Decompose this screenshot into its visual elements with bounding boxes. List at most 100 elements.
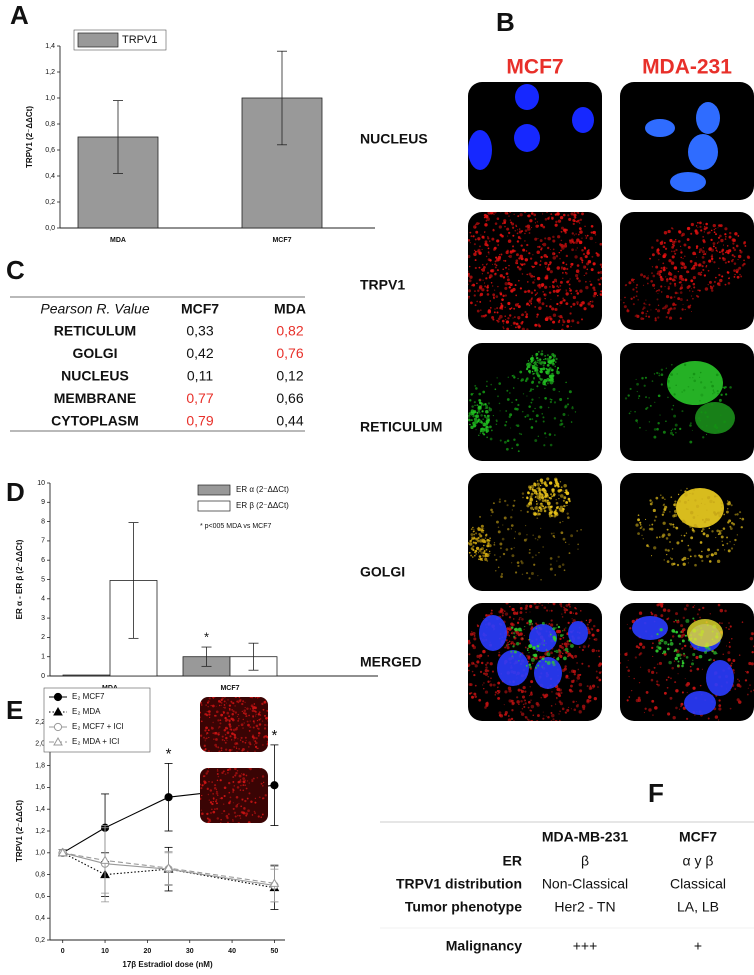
speckle <box>670 296 673 299</box>
speckle <box>708 554 709 555</box>
speckle <box>481 558 483 560</box>
speckle <box>556 499 557 500</box>
speckle <box>673 526 675 528</box>
speckle <box>648 275 649 276</box>
speckle <box>600 263 602 265</box>
speckle <box>572 303 575 306</box>
speckle <box>498 256 501 259</box>
speckle <box>491 610 493 612</box>
speckle <box>526 622 529 625</box>
speckle <box>211 803 213 805</box>
row-label: Tumor phenotype <box>405 899 522 915</box>
speckle <box>684 645 686 647</box>
table-cell: + <box>694 938 702 954</box>
speckle <box>511 448 513 450</box>
speckle <box>511 608 514 611</box>
speckle <box>555 627 556 628</box>
speckle <box>538 301 541 304</box>
speckle <box>477 310 480 313</box>
speckle <box>645 408 647 410</box>
speckle <box>241 811 243 813</box>
speckle <box>635 523 638 526</box>
speckle <box>520 287 522 289</box>
speckle <box>725 407 727 409</box>
speckle <box>234 734 236 736</box>
speckle <box>538 552 539 553</box>
speckle <box>637 422 638 423</box>
speckle <box>719 511 722 514</box>
speckle <box>213 698 214 699</box>
speckle <box>657 309 660 312</box>
speckle <box>544 355 546 357</box>
speckle <box>539 264 541 266</box>
speckle <box>511 528 512 529</box>
speckle <box>538 286 541 289</box>
speckle <box>555 650 558 653</box>
speckle <box>728 622 729 623</box>
speckle <box>551 353 554 356</box>
table-cell: 0,77 <box>186 390 213 406</box>
speckle <box>234 774 236 776</box>
speckle <box>204 729 206 731</box>
speckle <box>474 635 475 636</box>
speckle <box>727 508 729 510</box>
speckle <box>229 708 231 710</box>
speckle <box>589 619 592 622</box>
speckle <box>655 317 657 319</box>
speckle <box>725 238 727 240</box>
speckle <box>671 629 675 633</box>
speckle <box>539 627 540 628</box>
speckle <box>471 419 473 421</box>
speckle <box>677 665 680 668</box>
speckle <box>509 616 511 618</box>
speckle <box>528 252 530 254</box>
speckle <box>734 544 735 545</box>
speckle <box>546 716 547 717</box>
speckle <box>585 272 587 274</box>
speckle <box>724 610 727 613</box>
speckle <box>470 555 472 557</box>
speckle <box>550 213 552 215</box>
speckle <box>636 314 638 316</box>
speckle <box>586 251 589 254</box>
speckle <box>588 260 591 263</box>
speckle <box>702 265 704 267</box>
speckle <box>592 685 595 688</box>
speckle <box>263 782 264 783</box>
speckle <box>579 227 582 230</box>
speckle <box>259 796 261 798</box>
speckle <box>663 522 666 525</box>
speckle <box>529 391 530 392</box>
speckle <box>714 229 715 230</box>
speckle <box>253 720 255 722</box>
speckle <box>739 249 741 251</box>
speckle <box>559 645 562 648</box>
speckle <box>749 684 751 686</box>
speckle <box>686 533 687 534</box>
speckle <box>526 534 527 535</box>
speckle <box>697 515 698 516</box>
speckle <box>473 235 475 237</box>
speckle <box>534 408 535 409</box>
speckle <box>560 216 563 219</box>
nucleus <box>479 615 507 651</box>
speckle <box>522 411 524 413</box>
speckle <box>531 291 534 294</box>
speckle <box>543 379 547 383</box>
speckle <box>255 711 257 713</box>
speckle <box>633 282 634 283</box>
speckle <box>699 222 702 225</box>
x-axis-label: 17β Estradiol dose (nM) <box>122 960 213 969</box>
speckle <box>560 281 563 284</box>
speckle <box>524 699 526 701</box>
speckle <box>672 255 675 258</box>
speckle <box>502 612 504 614</box>
speckle <box>571 248 574 251</box>
speckle <box>250 801 252 803</box>
row-label: MEMBRANE <box>54 390 136 406</box>
speckle <box>674 681 676 683</box>
speckle <box>486 385 488 387</box>
speckle <box>678 634 681 637</box>
speckle <box>542 718 544 720</box>
speckle <box>576 277 578 279</box>
